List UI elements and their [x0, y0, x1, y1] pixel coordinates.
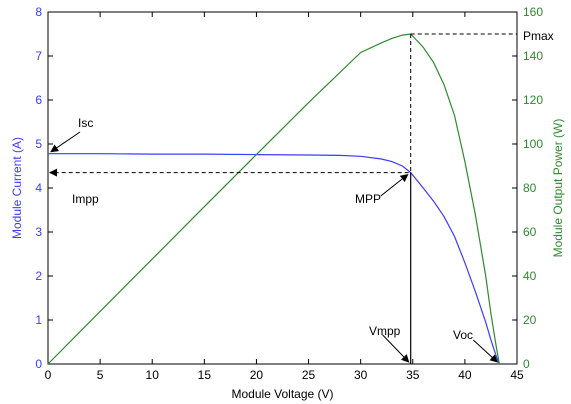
y-left-tick-label: 8: [35, 5, 42, 19]
x-tick-label: 35: [406, 368, 420, 382]
vmpp-label: Vmpp: [369, 324, 401, 338]
y-left-axis-title: Module Current (A): [10, 137, 24, 239]
voc-arrow: [472, 339, 499, 363]
mpp-arrow: [380, 173, 409, 197]
impp-label: Impp: [72, 192, 99, 206]
y-right-tick-label: 140: [523, 49, 543, 63]
y-left-tick-label: 5: [35, 137, 42, 151]
x-tick-label: 40: [458, 368, 472, 382]
y-right-tick-label: 60: [523, 225, 537, 239]
x-tick-label: 15: [198, 368, 212, 382]
x-tick-label: 20: [250, 368, 264, 382]
y-right-tick-label: 0: [523, 357, 530, 371]
y-left-tick-label: 2: [35, 269, 42, 283]
y-left-tick-label: 6: [35, 93, 42, 107]
x-tick-label: 25: [302, 368, 316, 382]
pmax-label: Pmax: [523, 29, 554, 43]
axes-layer: 0 5 10 15 20 25 30 35 40 450123456780204060801001…: [10, 5, 565, 401]
y-right-axis-title: Module Output Power (W): [551, 119, 565, 258]
y-left-tick-label: 1: [35, 313, 42, 327]
y-right-tick-label: 20: [523, 313, 537, 327]
isc-label: Isc: [78, 116, 93, 130]
y-right-tick-label: 120: [523, 93, 543, 107]
y-left-tick-label: 4: [35, 181, 42, 195]
y-right-tick-label: 80: [523, 181, 537, 195]
isc-arrow: [50, 131, 81, 153]
current-curve: [48, 153, 500, 365]
x-tick-label: 5: [97, 368, 104, 382]
mpp-label: MPP: [355, 192, 381, 206]
y-left-tick-label: 7: [35, 49, 42, 63]
y-right-tick-label: 100: [523, 137, 543, 151]
y-left-tick-label: 0: [35, 357, 42, 371]
guide-layer: [49, 33, 517, 364]
y-right-tick-label: 40: [523, 269, 537, 283]
series-layer: [47, 33, 500, 365]
x-axis-title: Module Voltage (V): [231, 387, 333, 401]
x-tick-label: 45: [510, 368, 524, 382]
plot-frame: [47, 11, 518, 365]
voc-label: Voc: [453, 328, 473, 342]
y-right-tick-label: 160: [523, 5, 543, 19]
x-tick-label: 0: [45, 368, 52, 382]
x-tick-label: 10: [146, 368, 160, 382]
label-layer: Isc Impp MPP Vmpp Voc Pmax: [72, 29, 554, 342]
x-tick-label: 30: [354, 368, 368, 382]
y-left-tick-label: 3: [35, 225, 42, 239]
vmpp-arrow: [382, 334, 410, 363]
